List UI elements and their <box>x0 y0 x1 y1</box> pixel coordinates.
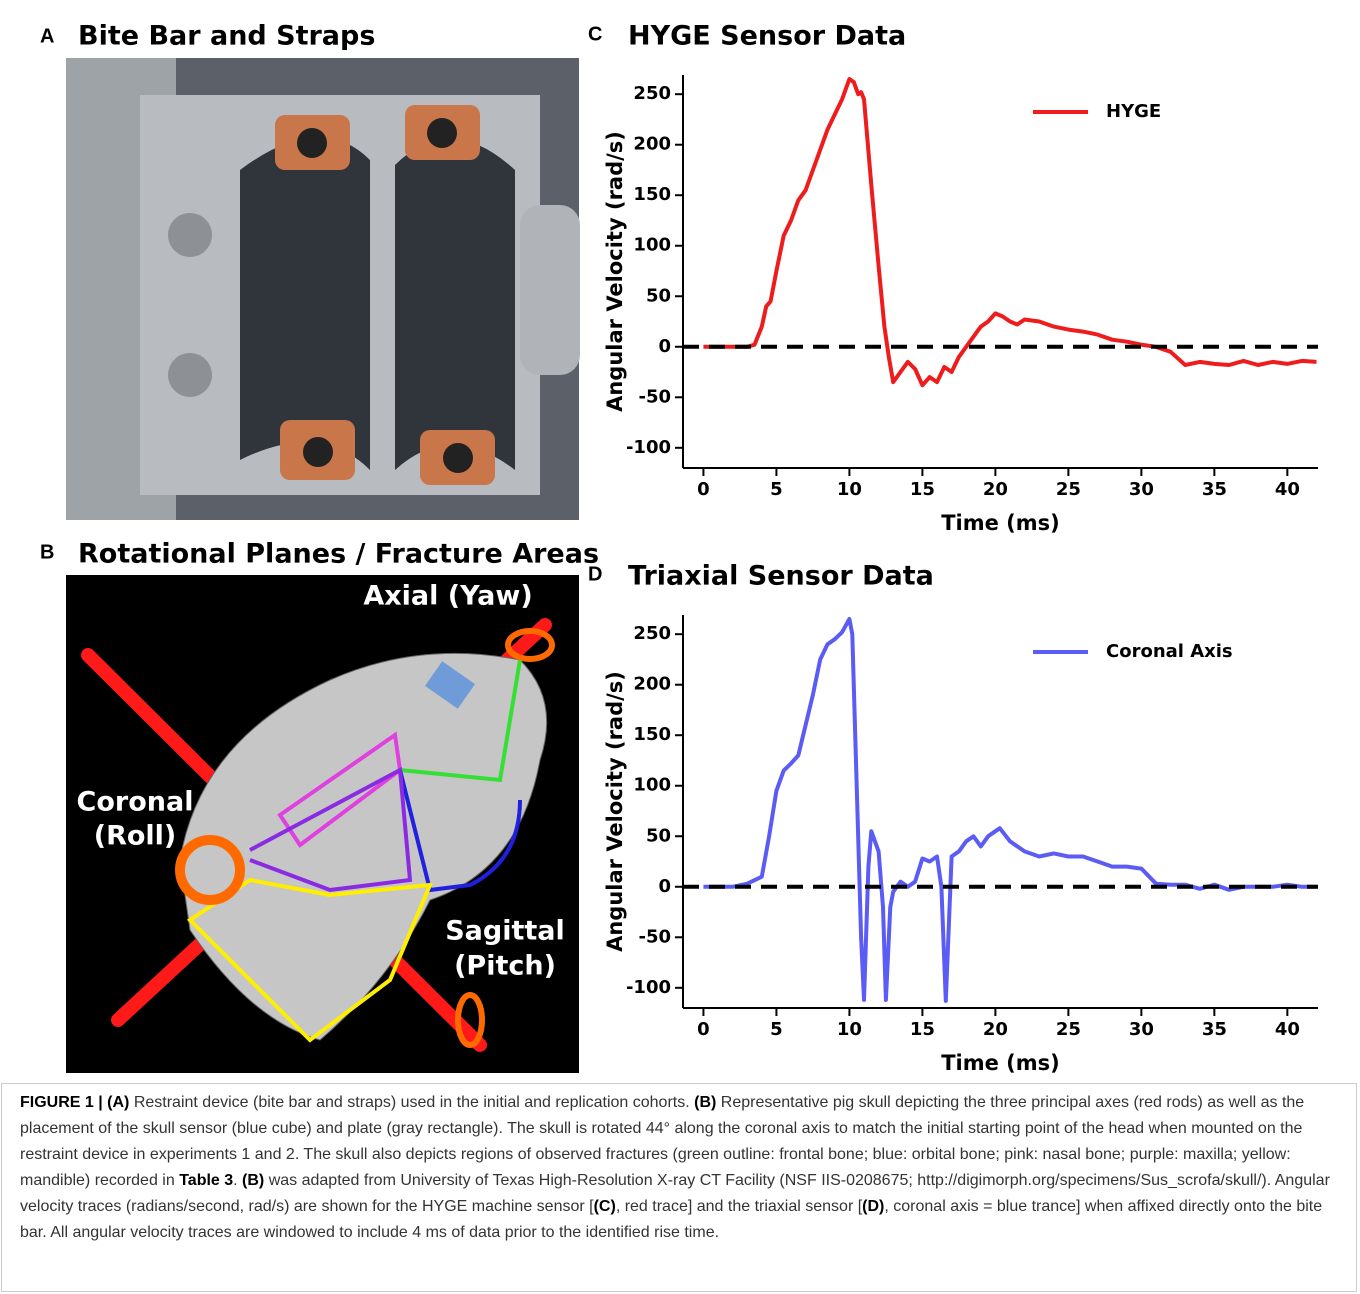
x-tick-label: 20 <box>983 1019 1008 1040</box>
x-tick-label: 5 <box>770 479 783 500</box>
x-axis-label: Time (ms) <box>941 511 1060 535</box>
x-tick-label: 10 <box>837 479 862 500</box>
data-line <box>703 619 1316 1001</box>
panel-letter: B <box>40 541 54 563</box>
caption: FIGURE 1 | (A) Restraint device (bite ba… <box>20 1090 1340 1246</box>
figure: A Bite Bar and Straps B Rotational Plane… <box>0 0 1360 1083</box>
x-tick-label: 25 <box>1056 479 1081 500</box>
caption-text: , red trace] and the triaxial sensor [ <box>616 1198 862 1215</box>
figure-page: A Bite Bar and Straps B Rotational Plane… <box>0 0 1360 1294</box>
x-tick-label: 35 <box>1202 479 1227 500</box>
caption-text: (C) <box>594 1198 616 1215</box>
legend-label: Coronal Axis <box>1106 641 1233 662</box>
caption-text: (B) <box>694 1094 716 1111</box>
x-axis-label: Time (ms) <box>941 1051 1060 1075</box>
axis-label: Sagittal <box>445 916 565 947</box>
axis-label: (Pitch) <box>454 951 556 982</box>
x-tick-label: 0 <box>697 1019 710 1040</box>
axis-label: Axial (Yaw) <box>363 581 532 612</box>
x-tick-label: 15 <box>910 1019 935 1040</box>
x-tick-label: 20 <box>983 479 1008 500</box>
caption-text: Table 3 <box>179 1172 233 1189</box>
y-axis-label: Angular Velocity (rad/s) <box>603 131 627 412</box>
y-tick-label: 100 <box>633 235 671 256</box>
x-tick-label: 40 <box>1275 479 1300 500</box>
x-tick-label: 5 <box>770 1019 783 1040</box>
axis-label: (Roll) <box>94 821 177 852</box>
x-tick-label: 10 <box>837 1019 862 1040</box>
axis-label: Coronal <box>77 787 194 818</box>
y-tick-label: -100 <box>626 437 671 458</box>
y-tick-label: 0 <box>658 336 671 357</box>
caption-text: (D) <box>862 1198 884 1215</box>
y-tick-label: -50 <box>638 386 671 407</box>
caption-text: . <box>233 1172 242 1189</box>
panel-letter: D <box>588 563 602 585</box>
y-tick-label: -100 <box>626 977 671 998</box>
chart-title: Triaxial Sensor Data <box>628 561 934 592</box>
y-tick-label: 50 <box>646 825 671 846</box>
y-tick-label: -50 <box>638 926 671 947</box>
panel-title: Rotational Planes / Fracture Areas <box>78 539 599 570</box>
panel-title: Bite Bar and Straps <box>78 21 375 52</box>
x-tick-label: 15 <box>910 479 935 500</box>
x-tick-label: 0 <box>697 479 710 500</box>
caption-text: FIGURE 1 | (A) <box>20 1094 129 1111</box>
caption-text: (B) <box>242 1172 264 1189</box>
photo <box>66 58 580 520</box>
y-tick-label: 200 <box>633 134 671 155</box>
skull-diagram: Axial (Yaw) Coronal (Roll) Sagittal (Pit… <box>66 575 579 1073</box>
y-tick-label: 200 <box>633 674 671 695</box>
y-tick-label: 50 <box>646 285 671 306</box>
chart-title: HYGE Sensor Data <box>628 21 906 52</box>
data-line <box>703 79 1316 385</box>
y-tick-label: 250 <box>633 83 671 104</box>
x-tick-label: 25 <box>1056 1019 1081 1040</box>
x-tick-label: 30 <box>1129 479 1154 500</box>
caption-text: Restraint device (bite bar and straps) u… <box>129 1094 694 1111</box>
y-tick-label: 0 <box>658 876 671 897</box>
panel-letter: A <box>40 25 54 47</box>
legend-label: HYGE <box>1106 101 1161 122</box>
panel-letter: C <box>588 23 602 45</box>
y-tick-label: 100 <box>633 775 671 796</box>
y-axis-label: Angular Velocity (rad/s) <box>603 671 627 952</box>
x-tick-label: 35 <box>1202 1019 1227 1040</box>
y-tick-label: 150 <box>633 184 671 205</box>
y-tick-label: 150 <box>633 724 671 745</box>
x-tick-label: 30 <box>1129 1019 1154 1040</box>
y-tick-label: 250 <box>633 623 671 644</box>
x-tick-label: 40 <box>1275 1019 1300 1040</box>
